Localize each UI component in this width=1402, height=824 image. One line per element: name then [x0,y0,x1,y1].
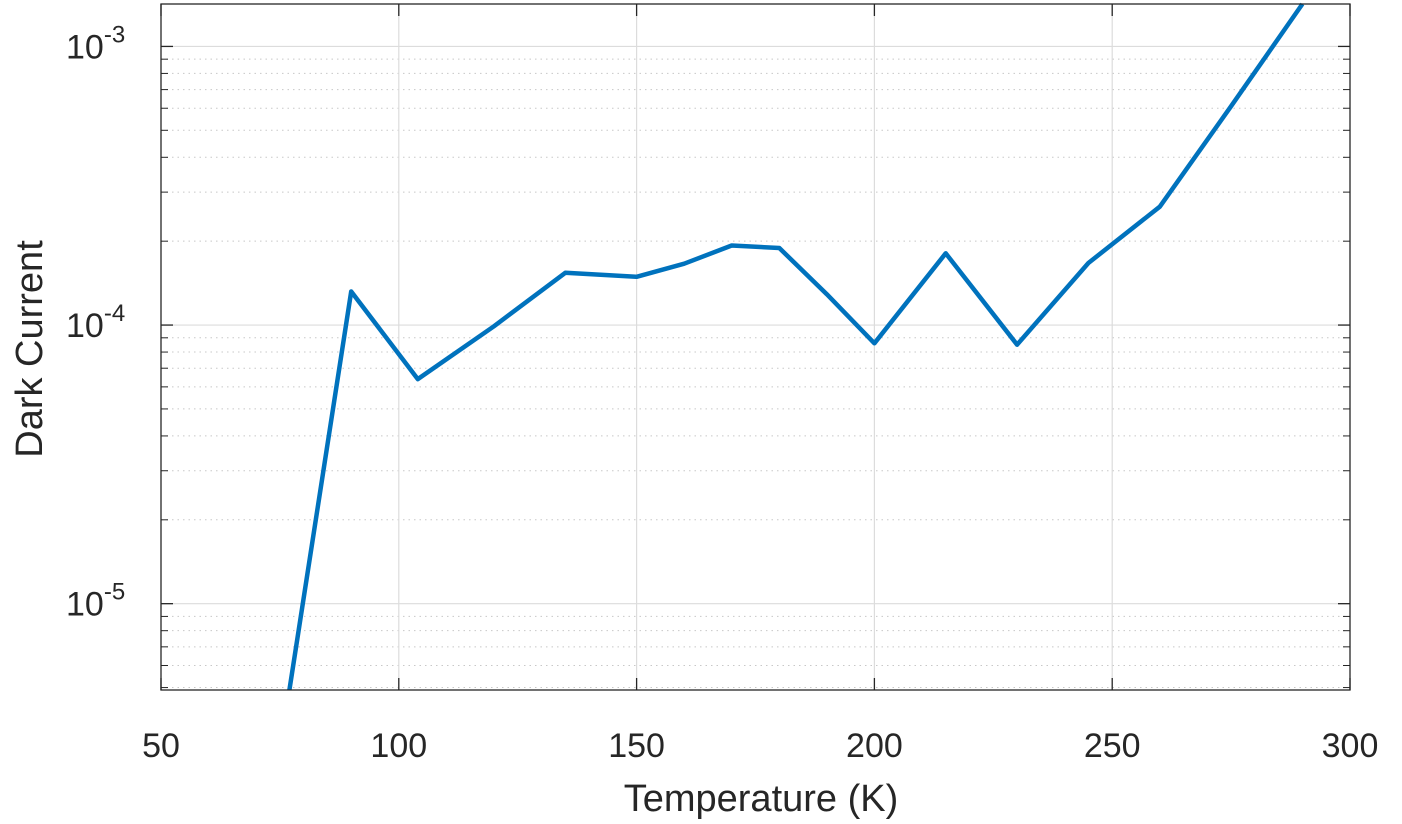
x-axis-label: Temperature (K) [624,778,899,820]
x-tick-label: 150 [608,727,665,765]
minor-grid [161,58,1350,689]
y-axis-label: Dark Current [9,240,51,458]
x-tick-labels: 50 100 150 200 250 300 [142,727,1378,765]
series-layer [287,2,1305,691]
x-tick-label: 50 [142,727,180,765]
x-tick-label: 100 [370,727,427,765]
major-grid [161,4,1350,690]
tick-marks [160,4,1351,690]
y-tick-label: 10-4 [66,300,125,345]
y-tick-labels: 10-5 10-4 10-3 [66,21,125,623]
x-tick-label: 250 [1084,727,1141,765]
x-tick-label: 200 [846,727,903,765]
y-tick-label: 10-3 [66,21,125,66]
plot-frame [160,3,1351,691]
y-tick-label: 10-5 [66,579,125,624]
x-tick-label: 300 [1322,727,1379,765]
series-line [287,2,1305,691]
